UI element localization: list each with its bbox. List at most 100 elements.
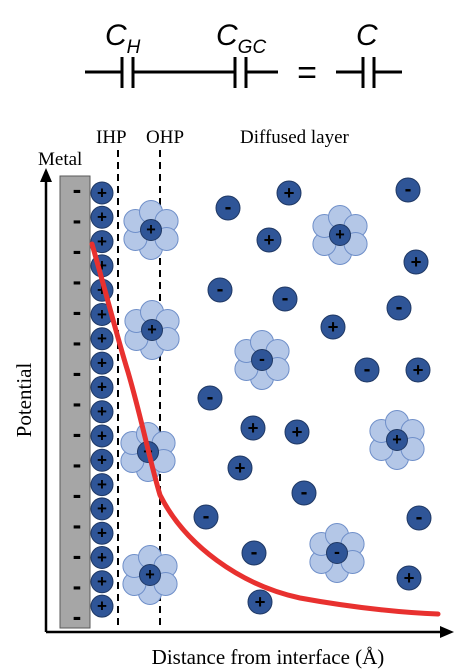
ihp-label: IHP: [96, 127, 127, 148]
anion: -: [386, 295, 412, 321]
ion-circle: [386, 295, 412, 321]
plus-sign: +: [248, 417, 259, 438]
equals-sign: =: [297, 54, 317, 92]
metal-charge-minus: -: [73, 510, 82, 540]
solvated-ion-cluster: -: [309, 523, 365, 583]
minus-sign: -: [225, 196, 232, 218]
plus-sign: +: [97, 548, 107, 567]
circuit: [85, 57, 402, 88]
cation: +: [284, 419, 310, 445]
plus-sign: +: [97, 572, 107, 591]
metal-surface-charges: ---------------: [73, 174, 82, 631]
plus-sign: +: [264, 229, 275, 250]
capacitor-gc-label: CGC: [216, 19, 266, 58]
solvated-ion-cluster: -: [234, 330, 290, 390]
metal-charge-minus: -: [73, 601, 82, 631]
plus-sign: +: [413, 359, 424, 380]
plus-sign: +: [97, 305, 107, 324]
plus-sign: +: [328, 316, 339, 337]
adsorbed-cation: +: [90, 594, 114, 618]
solvated-ion: -: [251, 349, 273, 371]
minus-sign: -: [334, 542, 340, 562]
adsorbed-cation: +: [90, 570, 114, 594]
anion: -: [193, 504, 219, 530]
adsorbed-cation: +: [90, 546, 114, 569]
anion: -: [395, 177, 421, 203]
ion-circle: [90, 570, 114, 594]
metal-charge-minus: -: [73, 388, 82, 418]
ion-circle: [406, 505, 432, 531]
solvated-ion-clusters: +++++-+-: [120, 200, 425, 605]
plus-sign: +: [392, 431, 402, 449]
adsorbed-cation: +: [90, 205, 114, 229]
ion-circle: [90, 424, 114, 448]
ion-circle: [90, 375, 114, 399]
cation: +: [396, 565, 422, 591]
cation: +: [276, 180, 302, 206]
ion-circle: [240, 415, 266, 441]
ion-circle: [141, 319, 163, 341]
potential-curve: [89, 241, 441, 617]
solvated-ion: +: [140, 219, 162, 241]
ohp-label: OHP: [146, 127, 184, 148]
y-axis-arrow-icon: [40, 168, 52, 182]
ions: ++++++++++++++++++-+ -++- - -+- +-+ ++-- --++: [90, 177, 432, 618]
ion-circle: [193, 504, 219, 530]
ion-circle: [90, 546, 114, 569]
plus-sign: +: [146, 221, 156, 239]
ion-circle: [90, 351, 114, 375]
plus-sign: +: [97, 329, 107, 348]
anion: -: [272, 286, 298, 312]
plus-sign: +: [147, 321, 157, 339]
solvated-ion-cluster: +: [312, 205, 368, 265]
x-axis-arrow-icon: [440, 626, 454, 638]
adsorbed-cation: +: [90, 424, 114, 448]
adsorbed-cation: +: [90, 521, 114, 545]
plus-sign: +: [97, 402, 107, 421]
ion-circle: [90, 400, 114, 424]
ion-circle: [90, 181, 114, 205]
anion: -: [354, 357, 380, 383]
adsorbed-cation: +: [90, 473, 114, 497]
plus-sign: +: [97, 426, 107, 445]
ion-circle: [326, 542, 348, 564]
plus-sign: +: [97, 232, 107, 251]
solvated-ion: +: [141, 319, 163, 341]
cation: +: [256, 227, 282, 253]
ion-circle: [227, 455, 253, 481]
plus-sign: +: [97, 353, 107, 372]
ion-circle: [272, 286, 298, 312]
diffused-layer-label: Diffused layer: [240, 127, 350, 148]
ion-circle: [405, 357, 431, 383]
cation: +: [240, 415, 266, 441]
ion-circle: [354, 357, 380, 383]
ion-circle: [90, 230, 114, 254]
plus-sign: +: [284, 182, 295, 203]
plus-sign: +: [97, 208, 107, 227]
anion: -: [291, 480, 317, 506]
cation: +: [405, 357, 431, 383]
adsorbed-cation: +: [90, 230, 114, 254]
anion: -: [207, 277, 233, 303]
adsorbed-cation: +: [90, 351, 114, 375]
metal-charge-minus: -: [73, 418, 82, 448]
ion-circle: [90, 327, 114, 351]
metal-charge-minus: -: [73, 174, 82, 204]
metal-charge-minus: -: [73, 205, 82, 235]
minus-sign: -: [301, 481, 308, 503]
ion-circle: [90, 473, 114, 497]
ion-circle: [329, 224, 351, 246]
anion: -: [215, 195, 241, 221]
plus-sign: +: [97, 475, 107, 494]
ion-circle: [90, 594, 114, 618]
metal-charge-minus: -: [73, 357, 82, 387]
plus-sign: +: [97, 378, 107, 397]
x-axis-label: Distance from interface (Å): [152, 645, 385, 669]
adsorbed-cation: +: [90, 448, 114, 472]
minus-sign: -: [217, 278, 224, 300]
plus-sign: +: [97, 499, 107, 518]
minus-sign: -: [416, 506, 423, 528]
ion-circle: [241, 540, 267, 566]
ion-circle: [251, 349, 273, 371]
ion-circle: [247, 589, 273, 615]
